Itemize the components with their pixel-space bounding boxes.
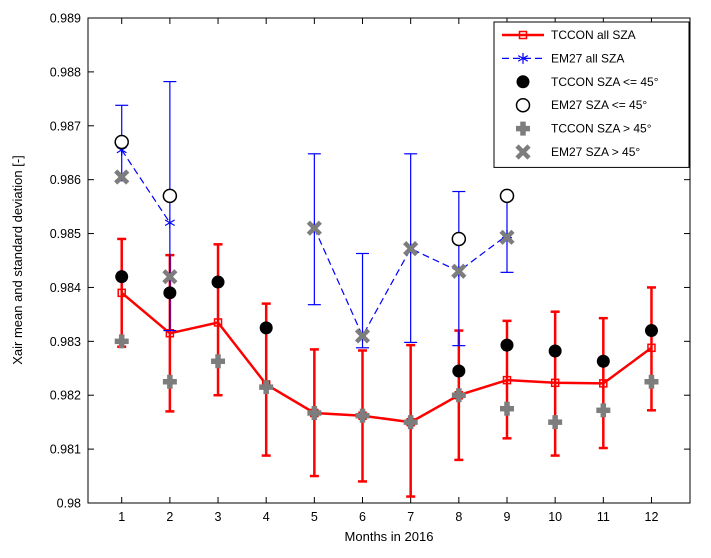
x-tick-label: 12 bbox=[645, 510, 659, 524]
legend-label: EM27 all SZA bbox=[551, 51, 624, 65]
x-tick-label: 4 bbox=[263, 510, 270, 524]
y-tick-label: 0.98 bbox=[57, 497, 81, 511]
series-tccon-sza-45 bbox=[114, 334, 659, 430]
x-tick-label: 7 bbox=[407, 510, 414, 524]
y-tick-label: 0.985 bbox=[50, 227, 81, 241]
x-tick-label: 1 bbox=[118, 510, 125, 524]
series-tccon-sza-45 bbox=[115, 270, 658, 378]
x-tick-label: 10 bbox=[548, 510, 562, 524]
y-tick-label: 0.986 bbox=[50, 173, 81, 187]
legend-label: EM27 SZA <= 45° bbox=[551, 98, 647, 112]
y-tick-label: 0.989 bbox=[50, 12, 81, 26]
x-tick-label: 8 bbox=[455, 510, 462, 524]
x-tick-label: 2 bbox=[166, 510, 173, 524]
plot-root: 1 2 3 4 5 6 7 8 9 10 11 120.980.9810.9820.9830.9840… bbox=[50, 12, 691, 524]
x-axis-ticks: 1 2 3 4 5 6 7 8 9 10 11 12 bbox=[118, 18, 658, 524]
y-tick-label: 0.982 bbox=[50, 389, 81, 403]
legend-label: TCCON all SZA bbox=[551, 28, 636, 42]
x-tick-label: 3 bbox=[215, 510, 222, 524]
y-tick-label: 0.987 bbox=[50, 119, 81, 133]
x-tick-label: 11 bbox=[597, 510, 610, 524]
y-tick-label: 0.981 bbox=[50, 443, 81, 457]
legend-box bbox=[493, 21, 690, 168]
y-tick-label: 0.984 bbox=[50, 281, 81, 295]
y-axis-label: Xair mean and standard deviation [-] bbox=[10, 155, 25, 365]
x-tick-label: 6 bbox=[359, 510, 366, 524]
legend-label: TCCON SZA <= 45° bbox=[551, 75, 659, 89]
x-tick-label: 9 bbox=[504, 510, 511, 524]
series-em27-sza-45 bbox=[114, 134, 515, 247]
x-axis-label: Months in 2016 bbox=[345, 529, 434, 544]
series-em27-sza-45 bbox=[114, 169, 515, 344]
y-axis-ticks: 0.98 0.981 0.982 0.983 0.984 0.985 0.986 0.987 0… bbox=[50, 12, 690, 511]
y-tick-label: 0.988 bbox=[50, 65, 81, 79]
legend: TCCON all SZA EM27 all SZA TCCON SZA <= 45… bbox=[493, 21, 690, 168]
x-tick-label: 5 bbox=[311, 510, 318, 524]
y-tick-label: 0.983 bbox=[50, 335, 81, 349]
legend-label: EM27 SZA > 45° bbox=[551, 145, 640, 159]
legend-label: TCCON SZA > 45° bbox=[551, 122, 652, 136]
